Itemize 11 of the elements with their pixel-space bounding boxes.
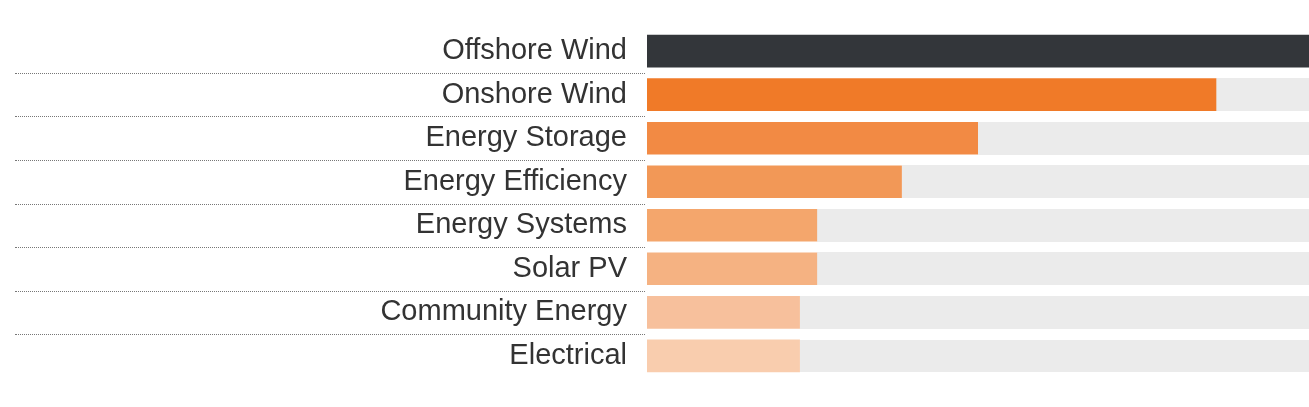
y-tick-label: Energy Storage (425, 120, 627, 153)
bar (647, 339, 800, 373)
bar (647, 34, 1309, 68)
y-tick-label: Energy Efficiency (403, 163, 628, 196)
y-tick-label: Solar PV (512, 250, 628, 283)
y-tick-label: Community Energy (380, 294, 628, 327)
y-tick-label: Onshore Wind (441, 76, 627, 109)
y-tick-label: Offshore Wind (442, 33, 627, 66)
bar (647, 295, 800, 329)
y-tick-label: Energy Systems (415, 207, 627, 240)
y-tick-label: Electrical (509, 337, 627, 370)
